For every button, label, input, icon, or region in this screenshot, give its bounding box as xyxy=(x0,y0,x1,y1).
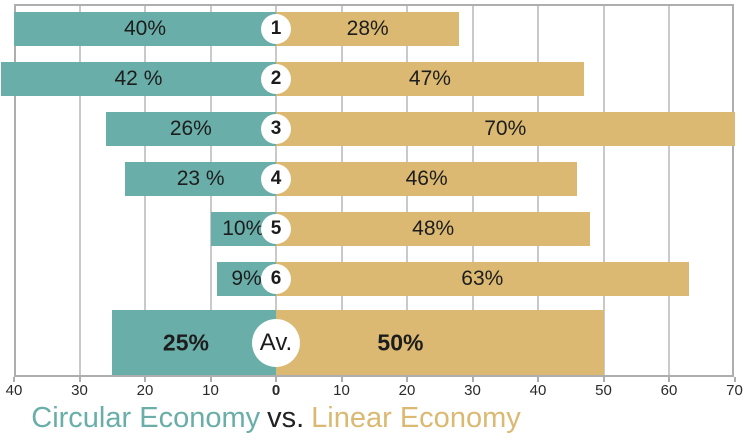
bar-circular-4 xyxy=(125,162,276,196)
tick-label-7: 30 xyxy=(464,382,481,399)
bar-label-circular-5: 10% xyxy=(222,217,265,240)
gridline-right-50 xyxy=(602,6,605,375)
legend-vs: vs. xyxy=(267,402,305,434)
tick-label-6: 20 xyxy=(398,382,416,399)
tick-mark-8 xyxy=(537,377,539,382)
row-badge-2: 2 xyxy=(261,64,291,94)
bar-linear-Av. xyxy=(276,310,604,375)
tick-label-5: 10 xyxy=(333,382,350,399)
row-badge-Av.: Av. xyxy=(252,318,300,367)
gridline-right-60 xyxy=(668,6,670,375)
tick-mark-7 xyxy=(471,377,474,382)
bar-linear-5 xyxy=(276,212,591,246)
tick-mark-4 xyxy=(275,377,277,382)
tick-label-11: 70 xyxy=(726,382,743,399)
legend-linear-economy: Linear Economy xyxy=(311,402,521,434)
row-badge-6: 6 xyxy=(261,264,291,294)
bar-label-circular-Av.: 25% xyxy=(162,329,209,355)
tick-label-0: 40 xyxy=(5,382,23,399)
bar-label-circular-1: 40% xyxy=(123,17,167,40)
row-badge-5: 5 xyxy=(261,214,291,244)
row-badge-1: 1 xyxy=(261,14,291,44)
bar-label-linear-2: 47% xyxy=(408,67,451,90)
bar-linear-6 xyxy=(276,262,689,296)
tick-mark-0 xyxy=(13,377,15,382)
bar-linear-1 xyxy=(276,12,460,46)
chart-title: Circular Economy vs. Linear Economy xyxy=(0,402,552,435)
bar-label-circular-6: 9% xyxy=(231,267,262,290)
bar-circular-1 xyxy=(14,12,276,46)
bar-linear-3 xyxy=(276,112,735,146)
bar-circular-3 xyxy=(105,112,276,146)
plot-border xyxy=(14,4,734,377)
tick-mark-1 xyxy=(78,377,81,382)
tick-label-10: 60 xyxy=(660,382,678,399)
tick-label-2: 20 xyxy=(136,382,154,399)
tick-mark-2 xyxy=(144,377,146,382)
tick-label-4: 0 xyxy=(271,382,281,399)
bar-label-circular-2: 42 % xyxy=(114,67,163,90)
tick-label-1: 30 xyxy=(71,382,88,399)
tick-mark-9 xyxy=(602,377,605,382)
tick-mark-5 xyxy=(340,377,343,382)
bar-label-linear-Av.: 50% xyxy=(377,329,424,355)
tick-label-3: 10 xyxy=(202,382,219,399)
bar-circular-Av. xyxy=(112,310,276,375)
bar-label-linear-1: 28% xyxy=(346,17,389,40)
row-badge-3: 3 xyxy=(261,114,291,144)
tick-mark-10 xyxy=(668,377,670,382)
bar-circular-2 xyxy=(0,62,276,96)
tick-mark-11 xyxy=(733,377,736,382)
bar-label-linear-6: 63% xyxy=(461,267,504,290)
bar-label-linear-4: 46% xyxy=(405,167,448,190)
bar-label-linear-3: 70% xyxy=(484,117,527,140)
row-badge-4: 4 xyxy=(261,164,291,194)
tick-mark-3 xyxy=(209,377,212,382)
gridline-left-30 xyxy=(78,6,81,375)
bar-linear-2 xyxy=(276,62,584,96)
tick-label-9: 50 xyxy=(595,382,612,399)
bar-label-circular-4: 23 % xyxy=(176,167,225,190)
legend-circular-economy: Circular Economy xyxy=(31,402,261,434)
bar-linear-4 xyxy=(276,162,578,196)
bar-label-linear-5: 48% xyxy=(412,217,455,240)
bar-label-circular-3: 26% xyxy=(169,117,212,140)
tick-mark-6 xyxy=(406,377,408,382)
tick-label-8: 40 xyxy=(529,382,547,399)
